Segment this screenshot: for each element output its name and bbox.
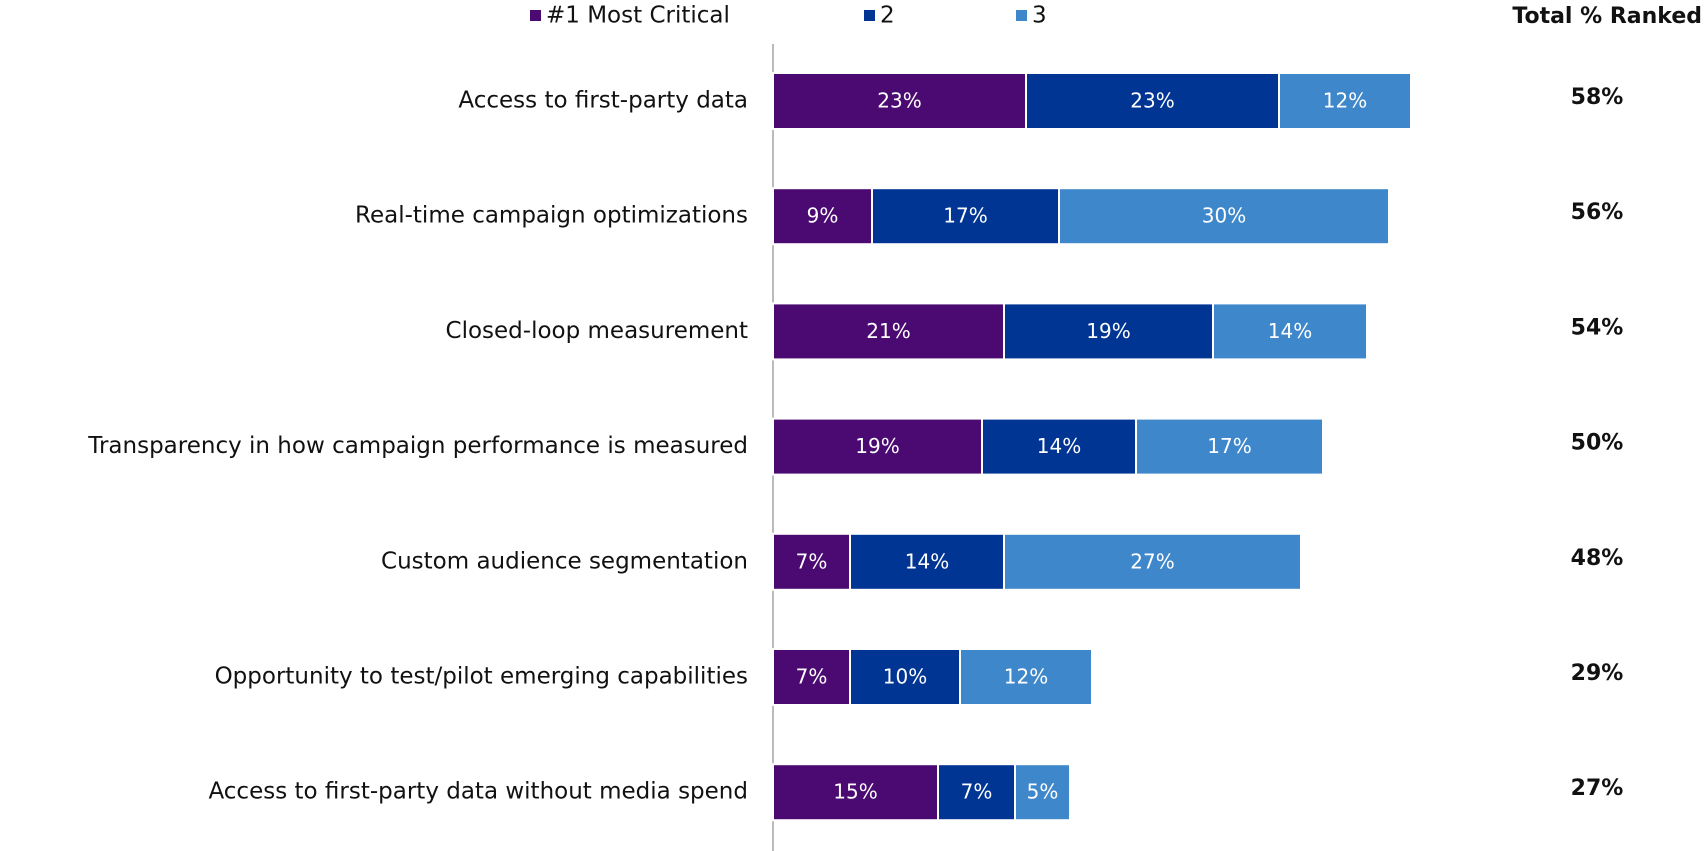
value-label: 30% [1202, 204, 1246, 228]
legend-label: #1 Most Critical [546, 3, 730, 29]
value-label: 17% [943, 204, 987, 228]
value-label: 14% [905, 549, 949, 573]
total-label: 48% [1571, 546, 1624, 571]
bar-segment [772, 417, 983, 476]
bar-segment [1003, 532, 1302, 591]
legend-label: 2 [880, 3, 895, 29]
bar-segment [772, 648, 851, 706]
category-label: Closed-loop measurement [446, 318, 748, 344]
bar-segment [959, 648, 1093, 706]
value-label: 5% [1027, 780, 1059, 804]
value-label: 27% [1130, 549, 1174, 573]
category-label: Access to first-party data without media… [208, 779, 748, 805]
total-label: 56% [1571, 200, 1624, 225]
value-label: 12% [1323, 89, 1367, 113]
value-label: 21% [866, 319, 910, 343]
value-label: 17% [1207, 434, 1251, 458]
bar-segment [772, 763, 939, 822]
value-label: 19% [855, 434, 899, 458]
bar-segment [1025, 72, 1280, 130]
bar-segment [849, 532, 1005, 591]
bar-segment [1212, 302, 1368, 361]
category-label: Access to first-party data [458, 88, 748, 114]
value-label: 14% [1037, 434, 1081, 458]
legend-swatch [1016, 10, 1027, 21]
value-label: 9% [807, 204, 839, 228]
value-label: 15% [833, 780, 877, 804]
value-label: 7% [961, 780, 993, 804]
bar-segment [1058, 187, 1390, 246]
total-label: 54% [1571, 315, 1624, 340]
value-label: 23% [1130, 89, 1174, 113]
category-label: Custom audience segmentation [381, 548, 748, 574]
legend-swatch [864, 10, 875, 21]
value-label: 7% [796, 549, 828, 573]
value-label: 14% [1268, 319, 1312, 343]
bar-segment [849, 648, 961, 706]
total-label: 29% [1571, 661, 1624, 686]
total-label: 58% [1571, 85, 1624, 110]
total-label: 27% [1571, 776, 1624, 801]
bar-segment [1014, 763, 1071, 822]
total-label: 50% [1571, 431, 1624, 456]
category-label: Real-time campaign optimizations [355, 203, 748, 229]
category-label: Opportunity to test/pilot emerging capab… [215, 664, 748, 690]
bar-segment [1278, 72, 1412, 130]
bar-segment [772, 532, 851, 591]
value-label: 7% [796, 665, 828, 689]
value-label: 10% [883, 665, 927, 689]
legend-swatch [530, 10, 541, 21]
bar-segment [1135, 417, 1324, 476]
value-label: 23% [877, 89, 921, 113]
legend-label: 3 [1032, 3, 1047, 29]
value-label: 19% [1086, 319, 1130, 343]
bar-segment [937, 763, 1016, 822]
totals-title: Total % Ranked [1512, 4, 1702, 29]
category-label: Transparency in how campaign performance… [87, 433, 748, 459]
value-label: 12% [1004, 665, 1048, 689]
bar-segment [981, 417, 1137, 476]
